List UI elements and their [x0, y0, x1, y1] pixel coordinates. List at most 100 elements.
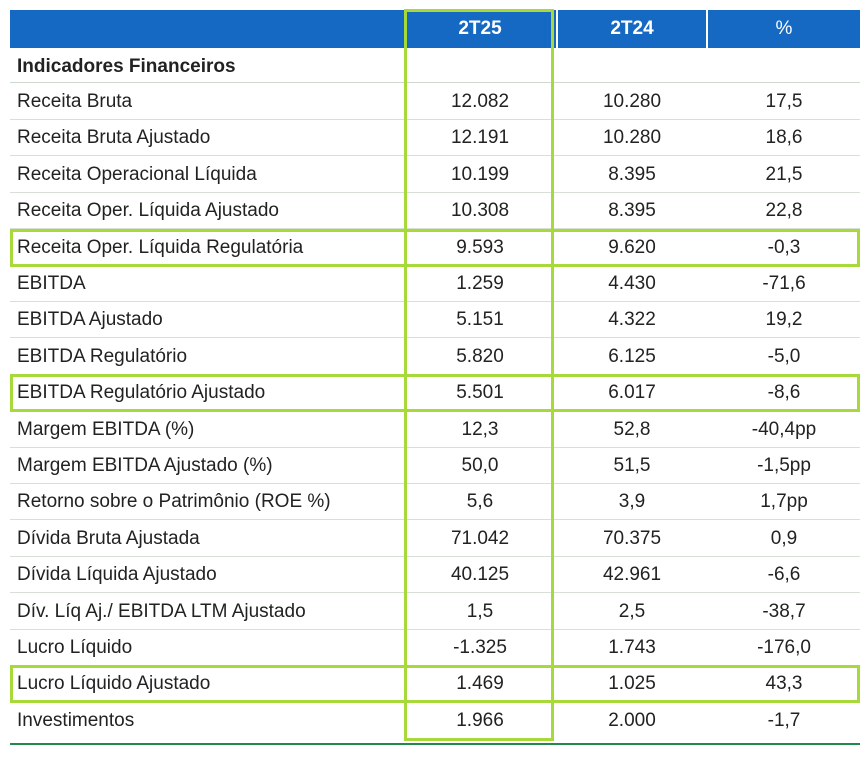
- value-2t24: 2.000: [608, 709, 656, 731]
- row-divider: [10, 483, 860, 484]
- row-divider: [10, 555, 860, 557]
- table-row: EBITDA Regulatório 5.820 6.125 -5,0: [10, 339, 860, 375]
- value-2t25: 1.966: [456, 709, 504, 731]
- value-2t25: 1,5: [466, 600, 494, 622]
- value-2t25: 40.125: [450, 564, 510, 586]
- value-2t24: 10.280: [602, 127, 662, 149]
- value-percent: -6,6: [767, 564, 801, 586]
- value-percent: 18,6: [765, 127, 803, 149]
- table-row: Receita Operacional Líquida 10.199 8.395 21…: [10, 157, 860, 193]
- row-label: Dívida Líquida Ajustado: [17, 564, 217, 586]
- row-divider: [10, 119, 860, 120]
- value-2t25: 5.820: [456, 345, 504, 367]
- value-percent: 19,2: [765, 309, 803, 331]
- value-2t24: 42.961: [602, 564, 662, 586]
- table-row: Retorno sobre o Patrimônio (ROE %) 5,6 3,9…: [10, 484, 860, 521]
- table-row: EBITDA Regulatório Ajustado 5.501 6.017 -8,…: [10, 375, 860, 412]
- value-2t25: 5.501: [456, 382, 504, 404]
- value-2t24: 10.280: [602, 91, 662, 112]
- row-label: Investimentos: [17, 709, 135, 731]
- header-2t24: 2T24: [610, 18, 654, 39]
- row-divider: [10, 628, 860, 630]
- header-2t25: 2T25: [458, 18, 502, 39]
- value-2t24: 1.025: [608, 673, 656, 695]
- value-2t24: 51,5: [613, 455, 651, 476]
- value-percent: 22,8: [765, 200, 803, 222]
- row-label: EBITDA Regulatório Ajustado: [17, 382, 266, 404]
- value-2t25: 5,6: [466, 491, 494, 513]
- value-2t25: 9.593: [456, 236, 504, 258]
- row-label: Retorno sobre o Patrimônio (ROE %): [17, 491, 331, 513]
- table-row: Investimentos 1.966 2.000 -1,7: [10, 703, 860, 739]
- table-row: Dív. Líq Aj./ EBITDA LTM Ajustado 1,5 2,5 -…: [10, 594, 860, 630]
- value-2t25: 1.469: [456, 673, 504, 695]
- table-row: Receita Bruta Ajustado 12.191 10.280 18,6: [10, 120, 860, 157]
- row-label: Margem EBITDA (%): [17, 418, 195, 440]
- value-2t25: 12.082: [450, 91, 510, 112]
- row-label: Margem EBITDA Ajustado (%): [17, 455, 273, 476]
- value-percent: -0,3: [767, 236, 801, 258]
- value-percent: 0,9: [770, 527, 798, 549]
- value-2t25: 1.259: [456, 273, 504, 294]
- table-row: Receita Oper. Líquida Ajustado 10.308 8.39…: [10, 193, 860, 230]
- value-2t24: 8.395: [608, 163, 656, 185]
- divider: [10, 82, 860, 83]
- value-percent: 17,5: [765, 91, 803, 112]
- value-2t24: 4.322: [608, 309, 656, 331]
- row-divider: [10, 519, 860, 521]
- header-divider: [556, 10, 558, 48]
- table-row: Dívida Bruta Ajustada 71.042 70.375 0,9: [10, 521, 860, 557]
- value-percent: -40,4pp: [751, 418, 817, 440]
- value-2t25: -1.325: [453, 637, 507, 658]
- value-percent: -8,6: [767, 382, 801, 404]
- row-label: Lucro Líquido: [17, 637, 133, 658]
- row-label: EBITDA Ajustado: [17, 309, 163, 331]
- table-header: 2T25 2T24 %: [10, 10, 860, 48]
- row-label: Lucro Líquido Ajustado: [17, 673, 211, 695]
- value-2t24: 1.743: [608, 637, 656, 658]
- value-2t25: 10.308: [450, 200, 510, 222]
- row-divider: [10, 155, 860, 157]
- table-row: Lucro Líquido -1.325 1.743 -176,0: [10, 630, 860, 666]
- row-label: Receita Bruta Ajustado: [17, 127, 211, 149]
- row-label: Dívida Bruta Ajustada: [17, 527, 200, 549]
- value-percent: 43,3: [765, 673, 803, 695]
- row-label: Receita Operacional Líquida: [17, 163, 257, 185]
- row-label: Receita Oper. Líquida Regulatória: [17, 236, 304, 258]
- header-percent: %: [775, 18, 793, 39]
- value-2t24: 70.375: [602, 527, 662, 549]
- value-2t25: 10.199: [450, 163, 510, 185]
- value-2t24: 6.017: [608, 382, 656, 404]
- row-divider: [10, 446, 860, 448]
- value-percent: 21,5: [765, 163, 803, 185]
- value-2t24: 2,5: [618, 600, 646, 622]
- value-2t24: 3,9: [618, 491, 646, 513]
- value-percent: -176,0: [757, 637, 811, 658]
- section-title: Indicadores Financeiros: [17, 56, 236, 77]
- value-percent: -1,7: [767, 709, 801, 731]
- table-row: Margem EBITDA Ajustado (%) 50,0 51,5 -1,5pp: [10, 448, 860, 484]
- value-percent: -5,0: [767, 345, 801, 367]
- table-row: Lucro Líquido Ajustado 1.469 1.025 43,3: [10, 666, 860, 703]
- value-percent: -1,5pp: [757, 455, 811, 476]
- row-divider: [10, 592, 860, 594]
- table-bottom-rule: [10, 743, 860, 745]
- value-percent: -71,6: [762, 273, 806, 294]
- header-divider: [706, 10, 708, 48]
- value-2t25: 50,0: [461, 455, 499, 476]
- row-divider: [10, 191, 860, 193]
- value-2t24: 8.395: [608, 200, 656, 222]
- value-percent: -38,7: [762, 600, 806, 622]
- value-2t25: 12,3: [461, 418, 499, 440]
- value-2t25: 71.042: [450, 527, 510, 549]
- table-row: Dívida Líquida Ajustado 40.125 42.961 -6,6: [10, 557, 860, 594]
- value-2t24: 4.430: [608, 273, 656, 294]
- table-row: EBITDA Ajustado 5.151 4.322 19,2: [10, 302, 860, 339]
- row-divider: [10, 337, 860, 339]
- value-2t24: 9.620: [608, 236, 656, 258]
- table-row: Margem EBITDA (%) 12,3 52,8 -40,4pp: [10, 412, 860, 448]
- value-2t24: 6.125: [608, 345, 656, 367]
- table-row: EBITDA 1.259 4.430 -71,6: [10, 266, 860, 302]
- table-row: Receita Oper. Líquida Regulatória 9.593 9.…: [10, 230, 860, 266]
- row-label: Receita Bruta: [17, 91, 133, 112]
